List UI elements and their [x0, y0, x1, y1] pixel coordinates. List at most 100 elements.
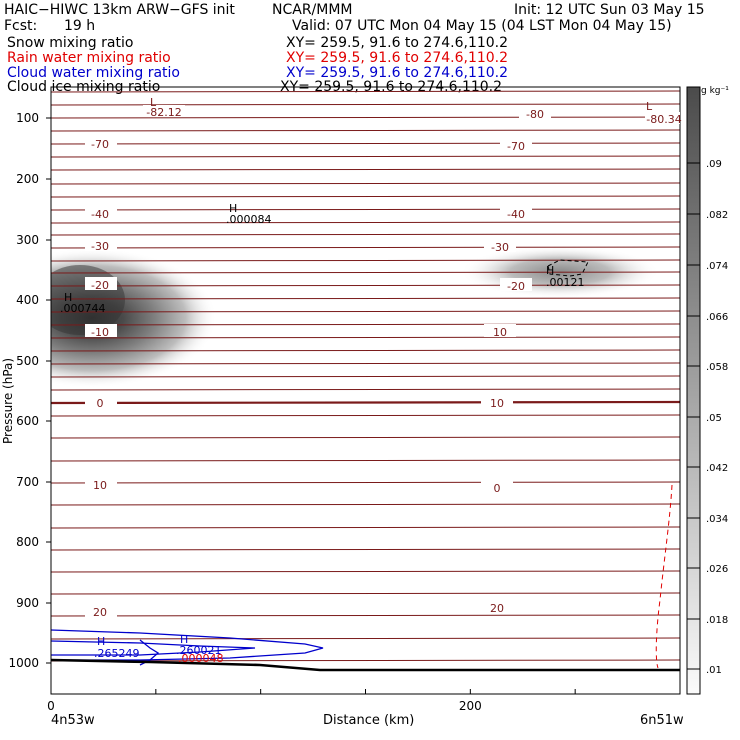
- temp-contour-line: [51, 221, 680, 224]
- contour-label: 10: [490, 397, 504, 410]
- contour-label-bg: [85, 136, 117, 149]
- temp-contour-line: [51, 375, 680, 378]
- contour-label-bg: [85, 395, 117, 408]
- contour-label-bg: [500, 138, 532, 151]
- temp-contour-line: [51, 259, 680, 262]
- colorbar-tick-label: .074: [706, 261, 728, 272]
- contour-label-bg: [85, 604, 117, 617]
- extremum-value: .000744: [60, 302, 106, 315]
- terrain-line: [51, 658, 680, 672]
- y-tick-label: 700: [16, 475, 39, 489]
- extremum-mark: H: [546, 264, 554, 277]
- temp-contour-line: [51, 637, 680, 640]
- temp-contour-line: [51, 659, 680, 662]
- contour-label: 10: [493, 326, 507, 339]
- contour-label-bg: [645, 112, 680, 124]
- x-tick-label: 0: [47, 699, 55, 713]
- contour-label: 0: [97, 397, 104, 410]
- extremum-value: .000084: [226, 213, 272, 226]
- contour-label-bg: [143, 105, 185, 117]
- contour-label: -80: [526, 108, 544, 121]
- contour-label-bg: [519, 106, 551, 119]
- init-time: Init: 12 UTC Sun 03 May 15: [514, 2, 705, 18]
- contour-label: -82.12: [146, 106, 181, 119]
- temp-contour-line: [51, 388, 680, 391]
- y-tick-label: 1000: [8, 656, 39, 670]
- colorbar-tick-label: .042: [706, 463, 728, 474]
- temp-contour-line: [51, 103, 680, 106]
- temp-contour-line: [51, 592, 680, 595]
- field-cloudwater-name: Cloud water mixing ratio: [7, 65, 180, 81]
- colorbar-ticks: .09 .082 .074 .066 .058 .05 .042 .034 .026 .018 .0…: [687, 159, 728, 676]
- colorbar-tick-label: .058: [706, 362, 728, 373]
- colorbar-tick-label: .082: [706, 210, 728, 221]
- field-cloudwater-xy: XY= 259.5, 91.6 to 274.6,110.2: [286, 65, 509, 81]
- temp-contour-line: [51, 526, 680, 529]
- temperature-contours: [51, 90, 680, 662]
- temp-contour-line: [51, 208, 680, 211]
- contour-label-bg: [85, 206, 117, 219]
- field-rain-xy: XY= 259.5, 91.6 to 274.6,110.2: [286, 50, 509, 66]
- extremum-value: .000048: [178, 652, 224, 665]
- temp-contour-line: [51, 362, 680, 365]
- contour-label: 20: [490, 602, 504, 615]
- temp-contour-line: [51, 155, 680, 158]
- contour-label-bg: [500, 278, 532, 291]
- fcst-label: Fcst:: [4, 18, 38, 34]
- y-tick-label: 100: [16, 111, 39, 125]
- extremum-value: .265249: [94, 647, 140, 660]
- temp-contour-line: [51, 614, 680, 617]
- rain-contour: [655, 484, 673, 669]
- extremum-value: .00121: [546, 276, 585, 289]
- colorbar-tick-label: .05: [706, 413, 722, 424]
- contour-label-bg: [500, 206, 532, 219]
- temp-contour-line: [51, 195, 680, 198]
- colorbar-tick-label: .026: [706, 564, 728, 575]
- extremum-mark: H: [180, 633, 188, 646]
- temp-contour-line: [51, 414, 680, 417]
- plot-frame: [50, 86, 681, 695]
- temp-contour-line: [51, 503, 680, 506]
- x-end-label: 6n51w: [640, 713, 684, 728]
- center-label: NCAR/MMM: [272, 2, 353, 18]
- contour-label: -10: [91, 326, 109, 339]
- cloud-ice-contour: [547, 259, 589, 277]
- contour-label: -20: [91, 279, 109, 292]
- temp-contour-line: [51, 142, 680, 145]
- temp-contour-line: [51, 182, 680, 185]
- temp-contour-line: [51, 168, 680, 171]
- contour-label: -80.34: [646, 113, 681, 126]
- temp-contour-line: [51, 349, 680, 352]
- contour-label-bg: [85, 238, 117, 251]
- x-axis-label: Distance (km): [323, 713, 415, 728]
- contour-label: 0: [494, 482, 501, 495]
- contour-label: 20: [93, 606, 107, 619]
- contour-label: -40: [507, 208, 525, 221]
- contour-label: -70: [507, 140, 525, 153]
- contour-label-bg: [484, 324, 516, 337]
- temp-contour-line: [51, 336, 680, 339]
- temp-contour-line: [51, 90, 680, 93]
- temp-contour-line: [51, 297, 680, 300]
- temp-contour-line: [51, 548, 680, 551]
- temp-contour-line: [51, 246, 680, 249]
- contour-label-bg: [481, 600, 513, 613]
- fcst-value: 19 h: [64, 18, 96, 34]
- contour-labels: -70 -40 -30 -20 -10 0 10 20 -82.12 -80 -70 -40 -30 -2…: [60, 96, 682, 665]
- y-tick-label: 200: [16, 172, 39, 186]
- contour-label-bg: [484, 239, 516, 252]
- contour-label: -20: [507, 280, 525, 293]
- field-snow-name: Snow mixing ratio: [7, 35, 134, 51]
- extremum-mark: H: [229, 202, 237, 215]
- temp-contour-line: [51, 310, 680, 313]
- colorbar-tick-label: .01: [706, 665, 722, 676]
- colorbar: [686, 86, 701, 695]
- colorbar-tick-label: .018: [706, 615, 728, 626]
- contour-label: 10: [93, 479, 107, 492]
- colorbar-tick-label: .09: [706, 159, 722, 170]
- temp-contour-line: [51, 436, 680, 439]
- contour-label-bg: [481, 395, 513, 408]
- temp-contour-line: [51, 323, 680, 326]
